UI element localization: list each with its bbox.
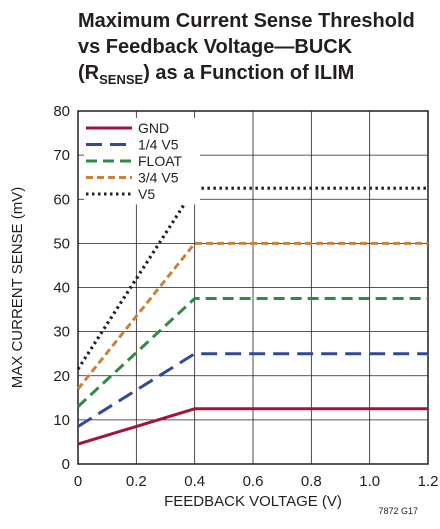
series-line-gnd <box>77 407 428 446</box>
y-axis-label: MAX CURRENT SENSE (mV) <box>9 187 26 388</box>
chart-title-line-3: (RSENSE) as a Function of ILIM <box>78 60 438 93</box>
y-tick-label: 80 <box>53 103 70 120</box>
plot-frame <box>77 110 429 465</box>
x-tick-label: 0.4 <box>184 473 205 490</box>
series-line-1-4-v5 <box>77 352 428 428</box>
legend-label: 3/4 V5 <box>138 170 179 186</box>
x-tick-label: 1.0 <box>359 473 380 490</box>
y-tick-labels: 0 10 20 30 40 50 60 70 80 <box>53 103 70 473</box>
y-tick-label: 10 <box>53 412 70 429</box>
y-tick-label: 20 <box>53 368 70 385</box>
x-tick-label: 0 <box>74 473 82 490</box>
x-tick-label: 0.8 <box>301 473 322 490</box>
legend-label: GND <box>138 120 169 136</box>
title-text-post: ) as a Function of ILIM <box>143 62 355 84</box>
chart-title: Maximum Current Sense Threshold vs Feedb… <box>78 8 438 93</box>
legend-label: V5 <box>138 186 155 202</box>
y-tick-label: 40 <box>53 280 70 297</box>
grid-lines <box>78 111 428 464</box>
title-text-pre: (R <box>78 62 100 84</box>
y-tick-label: 30 <box>53 324 70 341</box>
chart-title-line-2: vs Feedback Voltage—BUCK <box>78 36 353 58</box>
x-tick-label: 0.6 <box>243 473 264 490</box>
y-tick-label: 60 <box>53 191 70 208</box>
x-tick-label: 1.2 <box>418 473 439 490</box>
x-axis-label: FEEDBACK VOLTAGE (V) <box>164 493 342 510</box>
chart-title-line-1: Maximum Current Sense Threshold <box>78 10 415 32</box>
legend-label: 1/4 V5 <box>138 137 179 153</box>
series-line-float <box>76 297 428 408</box>
title-subscript: SENSE <box>99 72 144 87</box>
y-tick-label: 70 <box>53 147 70 164</box>
series-lines <box>76 186 428 446</box>
x-tick-label: 0.2 <box>126 473 147 490</box>
legend-label: FLOAT <box>138 153 183 169</box>
y-tick-label: 50 <box>53 235 70 252</box>
series-line-3-4-v5 <box>76 241 428 390</box>
y-tick-label: 0 <box>62 456 70 473</box>
x-tick-labels: 0 0.2 0.4 0.6 0.8 1.0 1.2 <box>74 473 439 490</box>
figure-id: 7872 G17 <box>378 506 418 516</box>
